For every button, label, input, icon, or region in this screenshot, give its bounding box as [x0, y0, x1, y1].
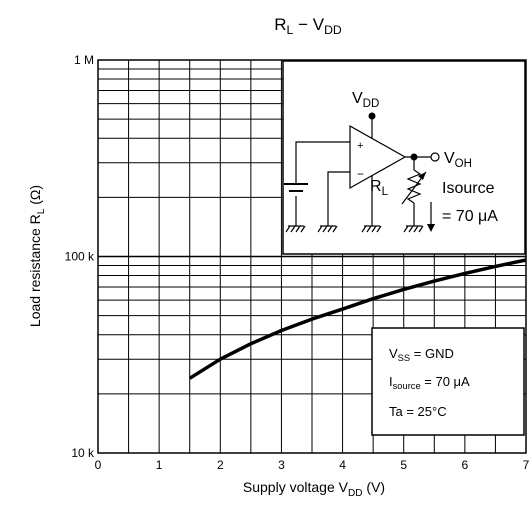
current-arrow-head — [427, 224, 435, 232]
voh-label: VOH — [444, 150, 472, 170]
variable-arrow-head — [418, 172, 426, 180]
op-amp-symbol — [349, 124, 407, 190]
condition-ta: Ta = 25°C — [389, 404, 447, 419]
output-terminal — [430, 152, 440, 162]
x-tick-label: 2 — [217, 458, 224, 472]
load-resistor — [406, 169, 422, 204]
output-node — [410, 153, 418, 161]
chart-title: RL − VDD — [274, 15, 342, 37]
y-tick-labels: 10 k 100 k 1 M — [65, 53, 95, 460]
conditions-box: VSS = GND Isource = 70 μA Ta = 25°C — [371, 327, 525, 436]
x-tick-label: 6 — [462, 458, 469, 472]
x-tick-label: 4 — [339, 458, 346, 472]
x-tick-label: 7 — [523, 458, 530, 472]
series-line — [188, 258, 527, 380]
conditions-panel — [371, 327, 525, 436]
current-label: = 70 μA — [442, 208, 498, 225]
condition-vss: VSS = GND — [389, 346, 454, 363]
y-axis-label: Load resistance RL (Ω) — [27, 185, 47, 327]
vdd-label: VDD — [352, 90, 379, 110]
rl-label: RL — [370, 178, 389, 198]
minus-input-wire — [327, 171, 350, 226]
x-tick-labels: 0 1 2 3 4 5 6 7 — [95, 458, 530, 472]
plus-sign: + — [357, 140, 363, 152]
condition-isource: Isource = 70 μA — [389, 374, 470, 391]
x-tick-label: 1 — [156, 458, 163, 472]
y-tick-label: 1 M — [74, 53, 94, 67]
isource-label: Isource — [442, 180, 495, 197]
minus-sign: − — [357, 167, 364, 181]
plus-input-wire — [295, 141, 350, 184]
x-axis-label: Supply voltage VDD (V) — [243, 479, 385, 499]
x-tick-label: 5 — [400, 458, 407, 472]
vdd-node — [368, 112, 376, 120]
x-tick-label: 3 — [278, 458, 285, 472]
y-tick-label: 10 k — [71, 446, 95, 460]
circuit-diagram: VDD + − VOH RL Isource = 70 μA — [282, 60, 526, 255]
plot-frame — [97, 59, 527, 454]
y-tick-label: 100 k — [65, 250, 95, 264]
x-tick-label: 0 — [95, 458, 102, 472]
